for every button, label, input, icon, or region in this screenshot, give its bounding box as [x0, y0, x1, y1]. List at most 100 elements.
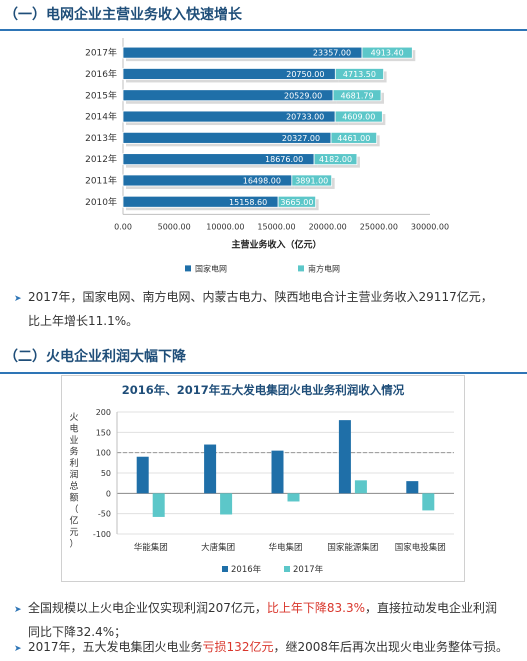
category-label: 国家电投集团 [395, 542, 446, 553]
bar-csg [334, 68, 384, 80]
category-label: 2016年 [85, 68, 117, 80]
y-axis-title-char: （ [69, 504, 78, 515]
bar-2016 [136, 456, 149, 494]
data-label: 3665.00 [280, 198, 313, 207]
bar-2016 [271, 450, 284, 494]
legend-swatch [185, 265, 191, 272]
y-axis-title-char: 总 [69, 480, 78, 492]
data-label: 16498.00 [243, 176, 281, 185]
bar-csg [313, 153, 358, 166]
data-label: 4461.00 [337, 134, 370, 143]
section2-heading: （二）火电企业利润大幅下降 [4, 346, 186, 366]
y-tick-label: -50 [98, 510, 111, 519]
y-axis-title-char: 业 [69, 435, 78, 446]
section2-p1-line2: 同比下降32.4%； [28, 625, 127, 639]
section2-p2-highlight: 亏损132亿元 [202, 640, 274, 654]
x-tick-label: 30000.00 [411, 222, 449, 231]
bar-csg [330, 131, 378, 144]
y-tick-label: 150 [96, 428, 111, 437]
y-tick-label: 50 [101, 469, 111, 478]
category-label: 2011年 [85, 174, 117, 186]
legend-label: 国家电网 [195, 263, 227, 273]
bar-csg [334, 110, 383, 123]
data-label: 3891.00 [295, 176, 328, 185]
category-label: 2012年 [85, 153, 117, 165]
y-axis-title-char: 火 [69, 412, 78, 423]
bar-csg [277, 195, 317, 208]
x-tick-label: 25000.00 [360, 222, 398, 231]
section2-p1-c: ，直接拉动发电企业利润 [365, 601, 498, 615]
x-tick-label: 0.00 [114, 222, 132, 231]
section2-p1-a: 全国规模以上火电企业仅实现利润207亿元， [28, 601, 267, 615]
bar-csg [361, 46, 413, 59]
bar-2017 [354, 480, 367, 494]
bar-csg [332, 89, 382, 102]
legend-label: 南方电网 [308, 263, 340, 273]
section2-p1-highlight: 比上年下降83.3% [266, 601, 366, 615]
profit-chart: 2016年、2017年五大发电集团火电业务利润收入情况 200 150 100 50 0 -… [69, 383, 454, 575]
y-axis-title-char: ） [69, 539, 78, 550]
category-label: 大唐集团 [201, 542, 235, 553]
category-label: 2013年 [85, 132, 117, 144]
legend-label: 2016年 [231, 564, 262, 575]
legend-swatch [284, 566, 290, 572]
x-tick-label: 20000.00 [309, 222, 347, 231]
y-axis-title-char: 电 [69, 423, 78, 435]
category-label: 2014年 [85, 111, 117, 123]
x-tick-label: 10000.00 [206, 222, 244, 231]
x-axis-title: 主营业务收入（亿元） [231, 238, 321, 250]
section1-text-line1: 2017年，国家电网、南方电网、内蒙古电力、陕西地电合计主营业务收入29117亿… [28, 290, 493, 304]
bar-2016 [406, 481, 419, 494]
data-label: 20327.00 [282, 134, 320, 143]
category-label: 华电集团 [268, 542, 302, 553]
category-label: 2010年 [85, 196, 117, 208]
bar-csg [291, 174, 333, 187]
bar-2016 [338, 420, 351, 494]
category-label: 2015年 [85, 89, 117, 101]
x-tick-label: 15000.00 [257, 222, 295, 231]
section2-p2-c: ，继2008年后再次出现火电业务整体亏损。 [273, 640, 508, 654]
bar-2017 [287, 493, 300, 502]
legend-swatch [222, 566, 228, 572]
section2-paragraph2: ➤ 2017年，五大发电集团火电业务亏损132亿元，继2008年后再次出现火电业务… [14, 636, 519, 660]
data-label: 4681.79 [340, 91, 373, 100]
legend-label: 2017年 [293, 564, 324, 575]
bar-2016 [204, 444, 217, 494]
bar-2017 [422, 493, 435, 511]
section1-heading: （一）电网企业主营业务收入快速增长 [4, 4, 242, 24]
y-tick-label: 200 [96, 408, 111, 417]
data-label: 4713.50 [343, 70, 376, 79]
revenue-chart: 2017年 23357.00 4913.40 2016年 20750.00 4713.50… [85, 38, 449, 273]
section2-p2-a: 2017年，五大发电集团火电业务 [28, 640, 203, 654]
bullet-icon: ➤ [14, 644, 22, 654]
section1-paragraph: ➤ 2017年，国家电网、南方电网、内蒙古电力、陕西地电合计主营业务收入29117… [14, 286, 519, 332]
data-label: 15158.60 [229, 198, 267, 207]
y-tick-label: 0 [106, 489, 111, 498]
section2-title: 火电企业利润大幅下降 [46, 349, 186, 365]
data-label: 20733.00 [286, 113, 324, 122]
legend-swatch [298, 265, 304, 272]
data-label: 23357.00 [313, 49, 351, 58]
y-axis-title-char: 润 [69, 469, 78, 481]
bullet-icon: ➤ [14, 294, 22, 304]
y-tick-label: -100 [93, 530, 111, 539]
section2-number: （二） [4, 349, 46, 365]
profit-chart-frame: 2016年、2017年五大发电集团火电业务利润收入情况 200 150 100 50 0 -… [61, 375, 465, 582]
y-axis-title-char: 务 [69, 446, 78, 458]
section1-number: （一） [4, 7, 46, 23]
bullet-icon: ➤ [14, 605, 22, 615]
category-label: 2017年 [85, 47, 117, 59]
section1-divider [0, 29, 527, 31]
x-tick-label: 5000.00 [158, 222, 191, 231]
data-label: 4609.00 [342, 113, 375, 122]
chart-title: 2016年、2017年五大发电集团火电业务利润收入情况 [122, 383, 405, 397]
bar-2017 [220, 493, 233, 515]
data-label: 20529.00 [284, 91, 322, 100]
section1-title: 电网企业主营业务收入快速增长 [46, 7, 242, 23]
y-axis-title-char: 利 [69, 457, 78, 469]
y-axis-title-char: 亿 [69, 515, 78, 527]
data-label: 4913.40 [371, 49, 404, 58]
y-axis-title-char: 额 [69, 492, 78, 504]
data-label: 20750.00 [286, 70, 324, 79]
y-tick-label: 100 [96, 449, 111, 458]
